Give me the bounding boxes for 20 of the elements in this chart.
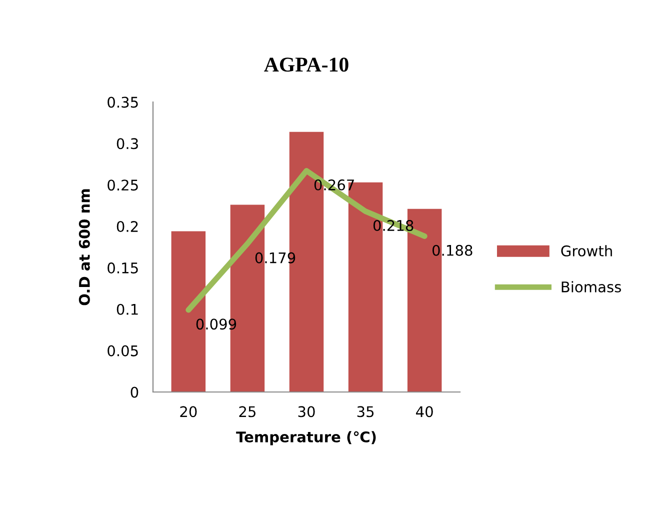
y-tick-label: 0.3 (116, 138, 138, 150)
legend-label: Growth (561, 245, 612, 256)
x-tick-label: 20 (180, 406, 197, 418)
x-tick-label: 35 (357, 406, 374, 418)
legend-label: Biomass (562, 281, 621, 292)
chart-title: AGPA-10 (264, 58, 348, 72)
y-tick-label: 0.2 (116, 221, 138, 232)
y-tick-label: 0.25 (108, 180, 138, 191)
x-tick-label: 30 (298, 406, 315, 418)
data-label: 0.218 (373, 220, 414, 232)
x-tick-label: 25 (239, 406, 256, 418)
y-tick-label: 0 (130, 386, 138, 398)
x-axis-title: Temperature (℃) (236, 431, 376, 446)
y-axis-title: O.D at 600 nm (78, 189, 90, 306)
y-tick-label: 0.35 (108, 96, 138, 108)
y-tick-label: 0.1 (116, 304, 138, 315)
y-tick-label: 0.05 (108, 345, 138, 356)
y-tick-label: 0.15 (108, 262, 138, 274)
data-label: 0.267 (314, 179, 354, 190)
x-tick-label: 40 (416, 406, 433, 418)
